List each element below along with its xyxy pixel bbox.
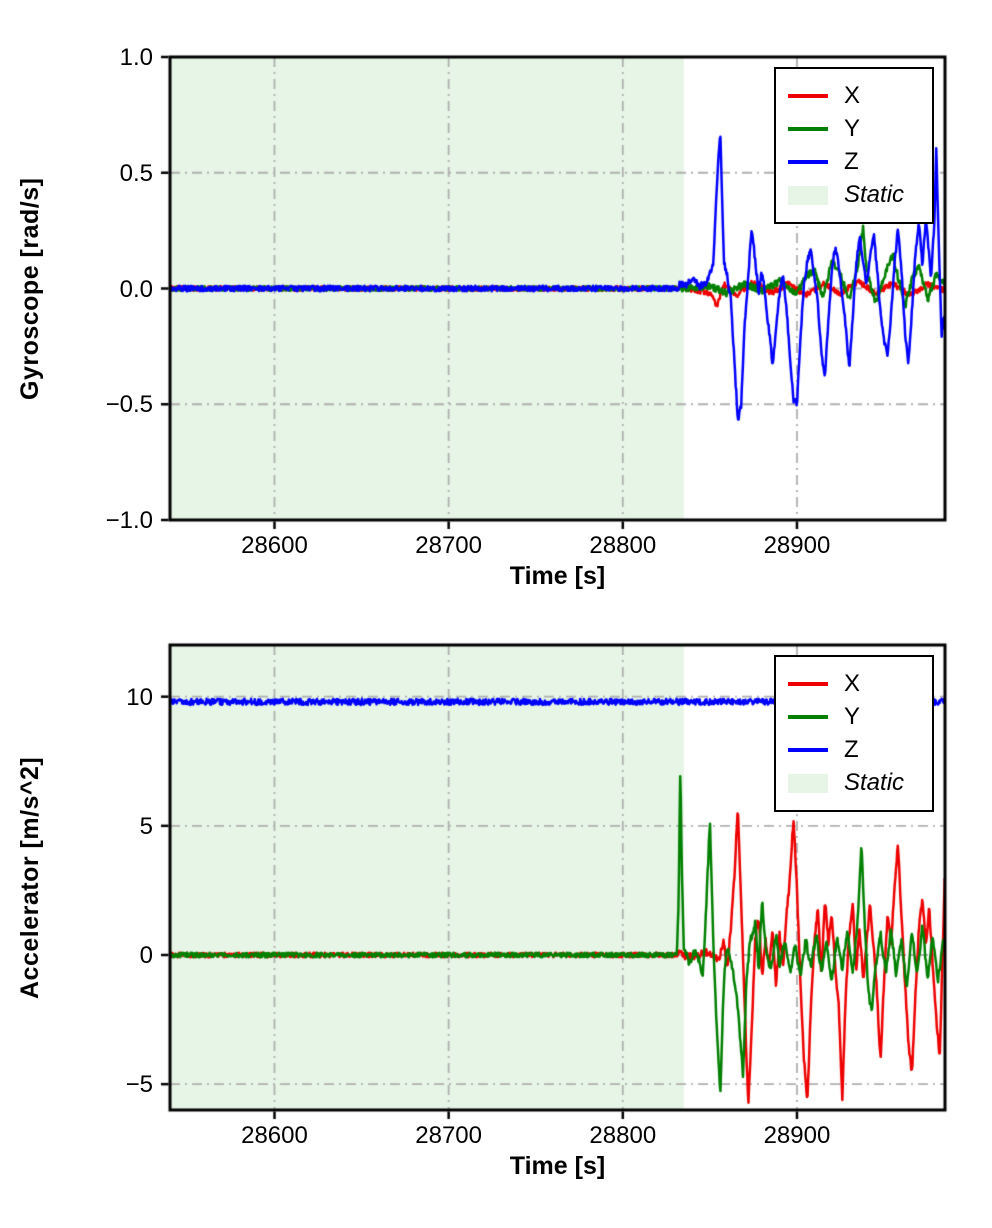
x-tick-label: 28700: [415, 1122, 483, 1149]
accelerometer-x-axis-label: Time [s]: [509, 1152, 606, 1180]
legend-label: Y: [844, 703, 861, 730]
y-tick-label: 1.0: [119, 44, 153, 71]
legend-label: Y: [844, 115, 861, 142]
legend-label: Z: [844, 148, 859, 175]
y-tick-label: −0.5: [105, 391, 153, 419]
y-tick-label: 0.0: [119, 275, 153, 303]
gyroscope-x-axis-label: Time [s]: [509, 562, 606, 590]
y-tick-label: −1.0: [105, 507, 153, 534]
y-tick-label: 0: [139, 942, 153, 969]
y-tick-label: −5: [125, 1071, 153, 1099]
accelerometer-legend: X Y Z Static: [774, 655, 934, 812]
legend-patch-swatch-static: [788, 773, 828, 793]
legend-label: X: [844, 670, 861, 697]
x-tick-label: 28700: [415, 532, 483, 559]
y-tick-label: 0.5: [119, 159, 153, 187]
legend-entry-z: Z: [788, 148, 914, 176]
gyroscope-y-axis-label: Gyroscope [rad/s]: [16, 177, 44, 400]
legend-entry-x: X: [788, 670, 914, 698]
x-tick-label: 28900: [763, 532, 831, 559]
legend-line-swatch-z: [788, 160, 828, 164]
y-tick-label: 5: [139, 812, 153, 840]
x-tick-label: 28900: [763, 1122, 831, 1149]
legend-entry-static: Static: [788, 181, 914, 209]
legend-line-swatch-z: [788, 748, 828, 752]
legend-label: X: [844, 82, 861, 109]
legend-entry-static: Static: [788, 769, 914, 797]
gyroscope-legend: X Y Z Static: [774, 67, 934, 224]
legend-line-swatch-x: [788, 682, 828, 686]
legend-line-swatch-x: [788, 94, 828, 98]
legend-line-swatch-y: [788, 127, 828, 131]
x-tick-label: 28800: [589, 1122, 657, 1149]
accelerometer-y-axis-label: Accelerator [m/s^2]: [16, 756, 44, 999]
legend-entry-x: X: [788, 82, 914, 110]
legend-entry-y: Y: [788, 115, 914, 143]
x-tick-label: 28600: [241, 532, 308, 559]
legend-line-swatch-y: [788, 715, 828, 719]
legend-patch-swatch-static: [788, 185, 828, 205]
legend-entry-z: Z: [788, 736, 914, 764]
legend-label: Static: [844, 769, 905, 796]
y-tick-label: 10: [126, 683, 153, 711]
legend-entry-y: Y: [788, 703, 914, 731]
x-tick-label: 28600: [241, 1122, 308, 1149]
legend-label: Static: [844, 181, 905, 208]
x-tick-label: 28800: [589, 532, 657, 559]
legend-label: Z: [844, 736, 859, 763]
